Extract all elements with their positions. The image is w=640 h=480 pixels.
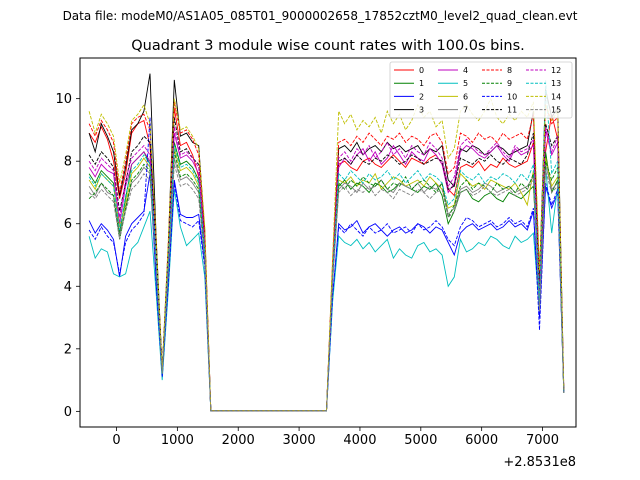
series-line-5 [88,167,565,412]
legend-label-0: 0 [419,66,424,75]
series-line-12 [88,126,565,412]
x-tick-label: 0 [112,433,120,448]
y-tick-label: 6 [64,217,72,232]
legend-label-13: 13 [551,79,561,88]
x-tick-label: 5000 [404,433,437,448]
series-line-0 [88,107,565,412]
y-tick-label: 2 [64,342,72,357]
series-lines [88,73,565,412]
series-line-8 [88,101,565,412]
series-line-13 [88,79,565,412]
series-line-9 [88,151,565,412]
series-line-14 [88,97,565,412]
legend-label-4: 4 [463,66,468,75]
legend-label-6: 6 [463,92,468,101]
legend-label-2: 2 [419,92,424,101]
y-tick-label: 10 [55,92,72,107]
legend-label-5: 5 [463,79,468,88]
x-tick-label: 3000 [283,433,316,448]
suptitle: Data file: modeM0/AS1A05_085T01_90000026… [63,9,578,23]
series-line-4 [88,129,565,412]
x-tick-label: 7000 [526,433,559,448]
legend-box [389,61,573,119]
legend-label-14: 14 [551,92,561,101]
series-line-2 [88,173,565,412]
legend-label-7: 7 [463,106,468,115]
series-line-15 [88,164,565,412]
plot-frame [79,57,577,428]
legend-label-10: 10 [507,92,517,101]
x-tick-label: 6000 [465,433,498,448]
series-line-10 [88,117,565,412]
axes: 0 1000 2000 3000 4000 5000 6000 7000 0 2 4 6 8 10 [55,92,559,448]
legend-label-8: 8 [507,66,512,75]
legend-label-9: 9 [507,79,512,88]
legend-label-15: 15 [551,106,561,115]
series-line-1 [88,142,565,412]
x-tick-label: 4000 [343,433,376,448]
y-tick-label: 0 [64,405,72,420]
y-tick-label: 8 [64,155,72,170]
x-tick-label: 1000 [161,433,194,448]
chart-title: Quadrant 3 module wise count rates with … [131,38,525,54]
x-tick-label: 2000 [222,433,255,448]
legend-label-11: 11 [507,106,517,115]
series-line-3 [88,73,565,412]
series-line-7 [88,157,565,412]
y-tick-label: 4 [64,280,72,295]
series-line-11 [88,117,565,412]
x-offset-label: +2.8531e8 [503,455,576,470]
legend-label-12: 12 [551,66,561,75]
legend-label-3: 3 [419,106,424,115]
legend-label-1: 1 [419,79,424,88]
